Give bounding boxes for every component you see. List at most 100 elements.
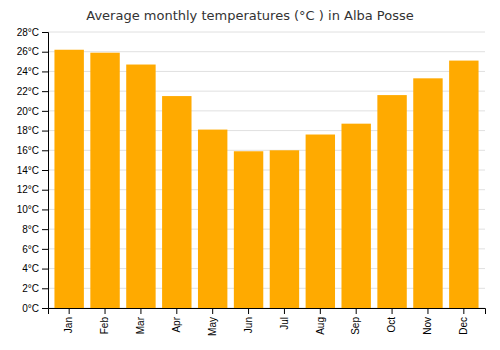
y-axis: 0°C 2°C 4°C 6°C 8°C 10°C 12°C 14°C 16°C 18°C 20°C 2… bbox=[17, 27, 49, 314]
bar bbox=[90, 53, 119, 308]
bar bbox=[234, 151, 263, 308]
y-tick-label: 6°C bbox=[22, 244, 39, 255]
y-tick: 22°C bbox=[17, 86, 48, 97]
bar bbox=[413, 78, 442, 308]
x-axis: Jan Feb Mar Apr May Jun Jul Aug Sep Oct Nov Dec bbox=[49, 308, 486, 336]
y-tick: 18°C bbox=[17, 125, 48, 136]
y-tick-mark bbox=[42, 190, 48, 191]
grid bbox=[48, 32, 485, 308]
y-tick-label: 4°C bbox=[22, 263, 39, 274]
y-tick-label: 16°C bbox=[17, 145, 39, 156]
chart: Average monthly temperatures (°C ) in Al… bbox=[0, 0, 500, 350]
x-tick-mark bbox=[248, 308, 249, 314]
x-tick-label: May bbox=[207, 317, 218, 336]
x-tick-label: Apr bbox=[171, 316, 182, 332]
x-tick-mark bbox=[427, 308, 428, 314]
plot: Jan Feb Mar Apr May Jun Jul Aug Sep Oct Nov Dec 0°C 2… bbox=[17, 27, 486, 336]
bars bbox=[54, 50, 478, 308]
y-tick: 8°C bbox=[22, 224, 48, 235]
y-tick-label: 2°C bbox=[22, 283, 39, 294]
y-tick: 0°C bbox=[22, 303, 48, 314]
x-tick-label: Sep bbox=[350, 317, 361, 335]
y-tick: 20°C bbox=[17, 106, 48, 117]
y-tick-label: 14°C bbox=[17, 165, 39, 176]
y-tick-mark bbox=[42, 249, 48, 250]
x-tick-label: Aug bbox=[315, 317, 326, 335]
y-tick-label: 12°C bbox=[17, 184, 39, 195]
y-tick-mark bbox=[42, 150, 48, 151]
bar bbox=[341, 124, 370, 308]
bar bbox=[54, 50, 83, 308]
y-tick: 4°C bbox=[22, 263, 48, 274]
x-tick-mark bbox=[284, 308, 285, 314]
y-tick-label: 10°C bbox=[17, 204, 39, 215]
x-tick: Jul bbox=[279, 308, 290, 330]
x-tick: Sep bbox=[350, 308, 361, 335]
bar bbox=[306, 135, 335, 308]
y-tick: 16°C bbox=[17, 145, 48, 156]
y-tick-mark bbox=[42, 229, 48, 230]
x-tick: Nov bbox=[422, 308, 433, 335]
y-tick-label: 24°C bbox=[17, 66, 39, 77]
x-tick: Oct bbox=[386, 308, 397, 333]
y-tick-label: 18°C bbox=[17, 125, 39, 136]
x-tick: Jun bbox=[243, 308, 254, 333]
y-tick-mark bbox=[42, 131, 48, 132]
x-tick-mark bbox=[212, 308, 213, 314]
x-tick: May bbox=[207, 308, 218, 336]
y-tick-label: 28°C bbox=[17, 27, 39, 38]
x-tick-label: Mar bbox=[135, 316, 146, 334]
bar bbox=[377, 95, 406, 308]
x-tick: Apr bbox=[171, 308, 182, 333]
bar bbox=[270, 150, 299, 308]
y-tick-mark bbox=[42, 91, 48, 92]
y-tick-mark bbox=[42, 71, 48, 72]
bar bbox=[449, 61, 478, 308]
y-tick: 14°C bbox=[17, 165, 48, 176]
x-tick-label: Oct bbox=[386, 317, 397, 333]
y-tick-mark bbox=[42, 32, 48, 33]
grid-line bbox=[48, 32, 485, 33]
x-tick-mark bbox=[140, 308, 141, 314]
y-tick: 24°C bbox=[17, 66, 48, 77]
title: Average monthly temperatures (°C ) in Al… bbox=[86, 8, 413, 23]
bar bbox=[162, 96, 191, 308]
x-axis-line bbox=[49, 309, 486, 315]
y-tick-label: 0°C bbox=[22, 303, 39, 314]
grid-line bbox=[48, 51, 485, 52]
x-tick-label: Dec bbox=[458, 317, 469, 335]
x-tick-label: Feb bbox=[99, 317, 110, 335]
bar bbox=[198, 130, 227, 308]
y-tick: 12°C bbox=[17, 184, 48, 195]
x-tick-mark bbox=[320, 308, 321, 314]
y-tick-label: 8°C bbox=[22, 224, 39, 235]
y-tick: 2°C bbox=[22, 283, 48, 294]
x-tick: Mar bbox=[135, 308, 146, 334]
x-tick-mark bbox=[463, 308, 464, 314]
x-tick: Feb bbox=[99, 308, 110, 334]
x-tick-mark bbox=[105, 308, 106, 314]
x-tick: Aug bbox=[315, 308, 326, 335]
x-tick-mark bbox=[392, 308, 393, 314]
x-tick: Jan bbox=[63, 308, 74, 333]
y-tick-mark bbox=[42, 52, 48, 53]
y-tick-mark bbox=[42, 308, 48, 309]
y-tick-mark bbox=[42, 111, 48, 112]
y-axis-line bbox=[42, 33, 49, 309]
bar bbox=[126, 65, 155, 308]
y-tick: 10°C bbox=[17, 204, 48, 215]
x-tick-label: Jan bbox=[63, 317, 74, 333]
y-tick-label: 26°C bbox=[17, 46, 39, 57]
y-tick: 28°C bbox=[17, 27, 48, 38]
y-tick-mark bbox=[42, 269, 48, 270]
y-tick-label: 22°C bbox=[17, 86, 39, 97]
x-tick-label: Nov bbox=[422, 317, 433, 335]
y-tick-mark bbox=[42, 288, 48, 289]
x-tick-label: Jul bbox=[279, 317, 290, 330]
x-tick-mark bbox=[176, 308, 177, 314]
x-tick-mark bbox=[356, 308, 357, 314]
y-tick-label: 20°C bbox=[17, 106, 39, 117]
y-tick: 6°C bbox=[22, 244, 48, 255]
x-tick-mark bbox=[69, 308, 70, 314]
y-tick-mark bbox=[42, 170, 48, 171]
